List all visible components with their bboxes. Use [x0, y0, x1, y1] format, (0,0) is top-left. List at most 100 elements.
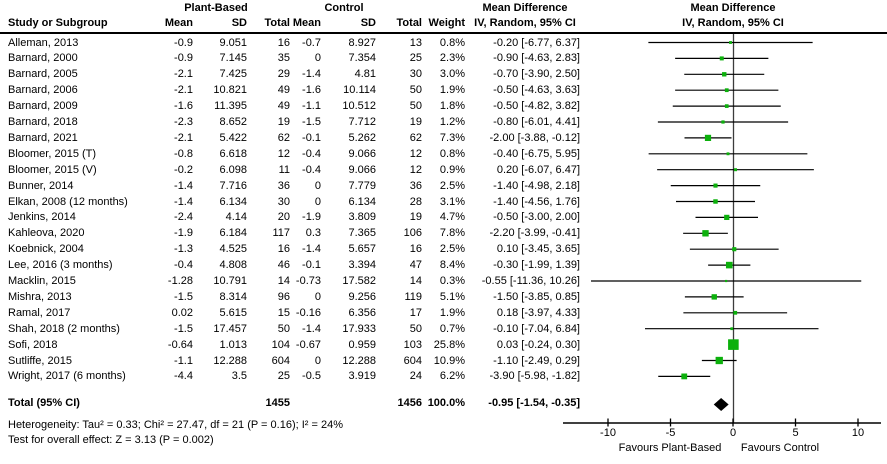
study-weight: 7.8%	[439, 227, 465, 240]
pb-mean-header: Mean	[164, 17, 193, 29]
study-c-mean: 0	[314, 354, 321, 367]
study-ci-text: -0.40 [-6.75, 5.95]	[493, 147, 580, 160]
study-ci-text: -0.90 [-4.63, 2.83]	[493, 52, 580, 65]
study-pb-total: 19	[277, 116, 290, 128]
study-pb-sd: 7.145	[219, 52, 247, 65]
study-pb-sd: 12.288	[213, 354, 247, 367]
study-pb-mean: -1.4	[174, 195, 193, 208]
study-row: Barnard, 2000 -0.9 7.145 35 0 7.354 25 2.3% -0.9…	[0, 51, 887, 66]
study-c-total: 13	[409, 36, 422, 49]
study-weight: 2.5%	[439, 243, 465, 256]
study-c-sd: 10.512	[342, 100, 376, 113]
study-name: Lee, 2016 (3 months)	[8, 259, 113, 272]
study-name: Sofi, 2018	[8, 338, 58, 351]
study-name: Bloomer, 2015 (T)	[8, 147, 97, 160]
study-c-total: 47	[409, 259, 422, 272]
study-c-total: 28	[409, 195, 422, 208]
study-name: Barnard, 2006	[8, 84, 78, 97]
study-row: Barnard, 2005 -2.1 7.425 29 -1.4 4.81 30 3.0% -0…	[0, 67, 887, 82]
study-pb-sd: 6.098	[219, 163, 247, 176]
axis-tick-label: 10	[851, 427, 865, 439]
effect-marker	[732, 247, 737, 252]
study-pb-total: 12	[277, 147, 290, 160]
study-pb-mean: -1.5	[174, 322, 193, 335]
effect-marker	[726, 152, 730, 156]
study-ci-text: -0.30 [-1.99, 1.39]	[493, 259, 580, 272]
study-c-sd: 9.256	[348, 290, 376, 303]
study-row: Sutliffe, 2015 -1.1 12.288 604 0 12.288 604 10.…	[0, 354, 887, 369]
study-weight: 7.3%	[439, 131, 465, 144]
study-ci-text: -2.20 [-3.99, -0.41]	[489, 227, 581, 240]
study-c-total: 604	[403, 354, 422, 367]
total-ci: -0.95 [-1.54, -0.35]	[488, 397, 580, 409]
effect-marker	[715, 356, 723, 365]
study-pb-total: 104	[271, 338, 290, 351]
study-pb-sd: 9.051	[219, 36, 247, 49]
study-ci-text: -2.00 [-3.88, -0.12]	[489, 131, 581, 144]
study-c-sd: 9.066	[348, 163, 376, 176]
study-c-mean: -0.16	[295, 306, 321, 319]
study-pb-total: 604	[271, 354, 290, 367]
study-c-mean: -0.4	[302, 147, 321, 160]
study-c-sd: 4.81	[354, 68, 376, 81]
study-c-total: 19	[409, 116, 422, 128]
study-row: Kahleova, 2020 -1.9 6.184 117 0.3 7.365 106 7.8…	[0, 226, 887, 241]
control-sd-header: SD	[360, 17, 376, 29]
study-c-mean: -1.5	[302, 116, 321, 128]
study-c-sd: 7.712	[348, 116, 376, 128]
study-weight: 2.5%	[439, 179, 465, 192]
study-column-header: Study or Subgroup	[8, 17, 108, 29]
study-pb-mean: 0.02	[171, 306, 193, 319]
summary-diamond	[713, 398, 729, 411]
study-name: Barnard, 2005	[8, 68, 78, 81]
effect-marker	[733, 310, 738, 315]
study-row: Alleman, 2013 -0.9 9.051 16 -0.7 8.927 13 0.8% -…	[0, 36, 887, 51]
study-c-total: 30	[409, 68, 422, 81]
study-weight: 2.3%	[439, 52, 465, 65]
study-pb-mean: -0.9	[174, 52, 193, 65]
study-c-total: 24	[409, 370, 422, 383]
study-pb-mean: -0.2	[174, 163, 193, 176]
study-c-sd: 3.394	[348, 259, 376, 272]
study-c-sd: 8.927	[348, 36, 376, 49]
study-c-mean: 0	[314, 195, 321, 208]
study-weight: 0.8%	[439, 147, 465, 160]
study-pb-total: 25	[277, 370, 290, 383]
study-c-total: 14	[409, 275, 422, 287]
axis-tick-label: -5	[665, 427, 676, 439]
study-pb-sd: 4.808	[219, 259, 247, 272]
study-pb-mean: -0.9	[174, 36, 193, 49]
header-separator	[0, 32, 887, 34]
total-pb-n: 1455	[265, 397, 290, 409]
effect-marker	[681, 373, 688, 380]
study-pb-total: 35	[277, 52, 290, 65]
effect-marker	[730, 327, 734, 331]
study-name: Mishra, 2013	[8, 290, 72, 303]
axis-tick-label: -10	[600, 427, 616, 439]
study-c-total: 50	[409, 100, 422, 113]
effect-marker	[724, 214, 730, 221]
study-c-total: 62	[409, 131, 422, 144]
study-row: Barnard, 2009 -1.6 11.395 49 -1.1 10.512 50 1.8…	[0, 99, 887, 114]
study-c-total: 50	[409, 322, 422, 335]
study-c-mean: -0.7	[302, 36, 321, 49]
study-name: Elkan, 2008 (12 months)	[8, 195, 128, 208]
study-name: Bunner, 2014	[8, 179, 74, 192]
study-pb-sd: 3.5	[231, 370, 247, 383]
effect-marker	[713, 183, 718, 188]
study-name: Alleman, 2013	[8, 36, 79, 49]
study-row: Barnard, 2021 -2.1 5.422 62 -0.1 5.262 62 7.3% -…	[0, 131, 887, 146]
effect-marker	[721, 120, 725, 124]
study-c-mean: -1.9	[302, 211, 321, 224]
study-pb-mean: -1.5	[174, 290, 193, 303]
study-pb-mean: -2.1	[174, 68, 193, 81]
study-weight: 25.8%	[433, 338, 465, 351]
study-ci-text: -0.70 [-3.90, 2.50]	[493, 68, 580, 81]
study-name: Barnard, 2021	[8, 131, 78, 144]
study-name: Barnard, 2009	[8, 100, 78, 113]
effect-marker	[729, 41, 732, 44]
study-c-mean: 0	[314, 290, 321, 303]
group-header-plant-based-label: Plant-Based	[184, 2, 248, 14]
study-c-sd: 17.582	[342, 275, 376, 287]
study-pb-total: 49	[277, 84, 290, 97]
